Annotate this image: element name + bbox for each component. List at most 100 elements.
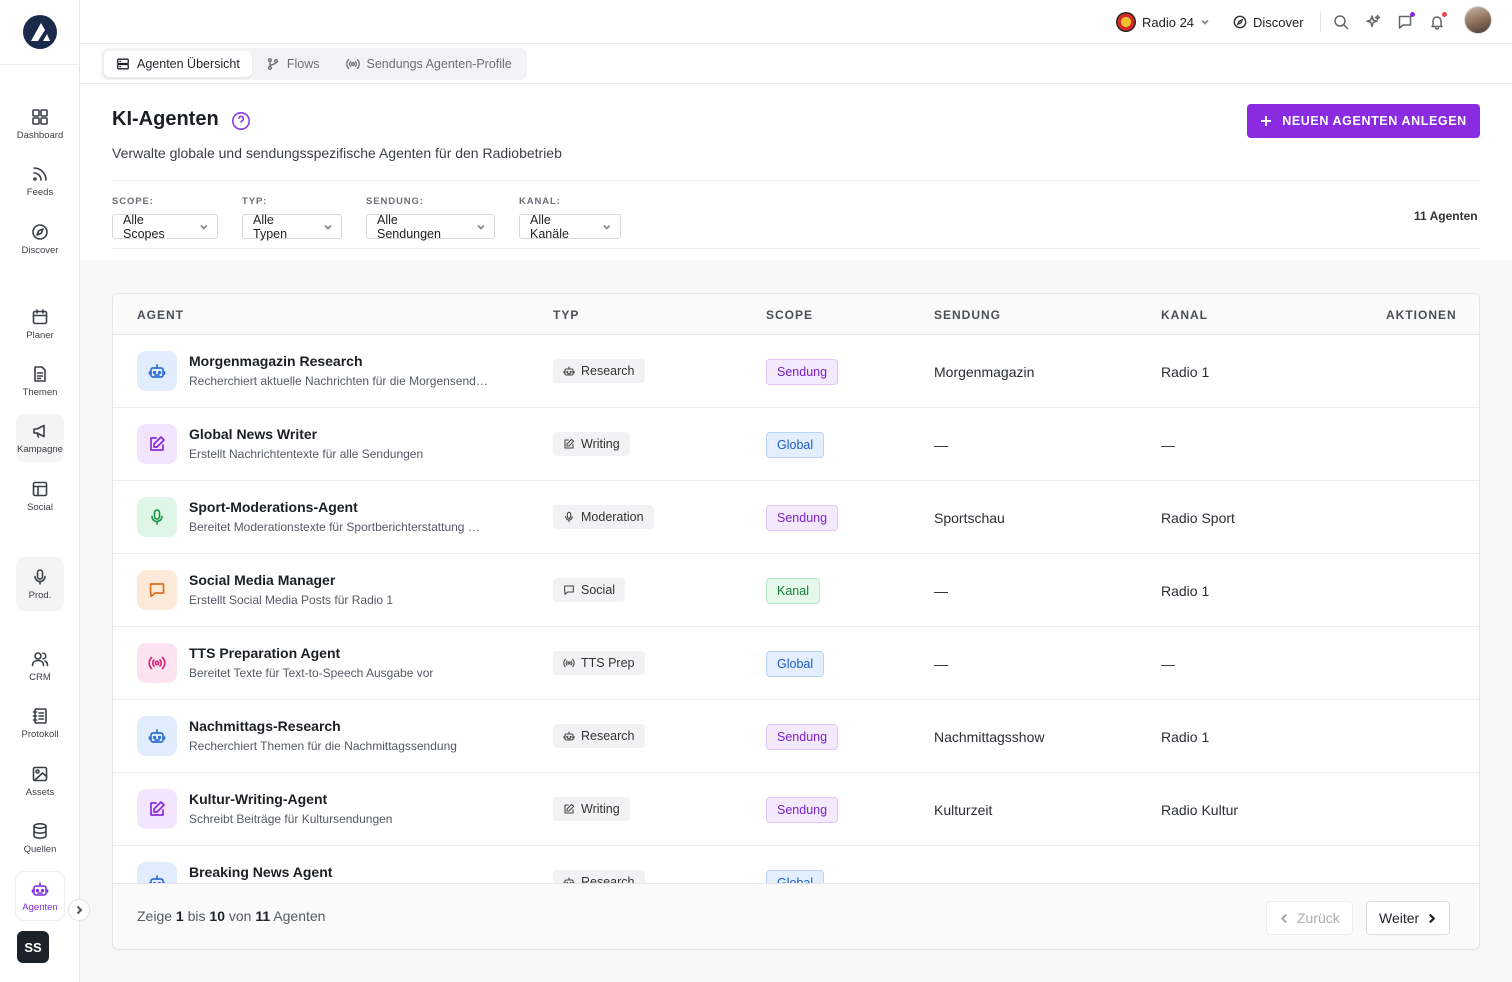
col-typ[interactable]: TYP: [553, 308, 580, 322]
tab-agenten-uebersicht[interactable]: Agenten Übersicht: [104, 51, 252, 77]
agent-avatar: [137, 497, 177, 537]
broadcast-icon: [345, 58, 360, 70]
messages-unread-dot: [1410, 12, 1415, 17]
table-row[interactable]: Kultur-Writing-Agent Schreibt Beiträge fü…: [113, 773, 1479, 846]
sidebar-item-planer[interactable]: Planer: [16, 300, 64, 348]
sidebar-item-prod[interactable]: Prod.: [16, 557, 64, 611]
sidebar-item-agenten[interactable]: Agenten: [16, 872, 64, 920]
megaphone-icon: [33, 424, 45, 438]
kanal-cell: Radio 1: [1161, 729, 1210, 745]
chevron-down-icon: [603, 224, 611, 230]
table-body: Morgenmagazin Research Recherchiert aktue…: [113, 335, 1479, 883]
user-initials-avatar[interactable]: SS: [17, 931, 49, 963]
ai-sparkle-button[interactable]: [1363, 12, 1383, 32]
pagination-suffix: Agenten: [273, 908, 326, 924]
filter-sendung-label: SENDUNG:: [366, 196, 424, 207]
app-logo[interactable]: [22, 14, 58, 50]
table-row[interactable]: Morgenmagazin Research Recherchiert aktue…: [113, 335, 1479, 408]
table-row[interactable]: Sport-Moderations-Agent Bereitet Moderati…: [113, 481, 1479, 554]
help-button[interactable]: [231, 111, 251, 131]
compass-icon: [32, 223, 48, 240]
topbar-divider: [1320, 12, 1321, 32]
station-selector[interactable]: Radio 24: [1116, 11, 1210, 33]
sidebar-item-discover[interactable]: Discover: [16, 215, 64, 263]
sidebar-item-label: Discover: [21, 244, 59, 256]
type-label: Research: [581, 875, 635, 883]
agent-name[interactable]: Social Media Manager: [189, 572, 336, 588]
edit-icon: [150, 436, 165, 451]
type-label: Social: [581, 583, 616, 597]
sendung-cell: —: [934, 583, 948, 599]
sidebar-item-assets[interactable]: Assets: [16, 757, 64, 805]
agent-avatar: [137, 716, 177, 756]
filter-typ-value: Alle Typen: [253, 212, 288, 241]
sidebar-item-social[interactable]: Social: [16, 472, 64, 520]
agent-name[interactable]: TTS Preparation Agent: [189, 645, 341, 661]
type-label: Research: [581, 364, 635, 378]
sidebar-item-themen[interactable]: Themen: [16, 357, 64, 405]
sidebar-item-crm[interactable]: CRM: [16, 642, 64, 690]
pagination-mid1: bis: [187, 908, 206, 924]
col-agent[interactable]: AGENT: [137, 308, 184, 322]
table-row[interactable]: Nachmittags-Research Recherchiert Themen …: [113, 700, 1479, 773]
previous-page-button[interactable]: Zurück: [1266, 901, 1353, 935]
edit-icon: [564, 438, 575, 449]
type-label: Research: [581, 729, 635, 743]
table-row[interactable]: TTS Preparation Agent Bereitet Texte für …: [113, 627, 1479, 700]
sidebar-collapse-toggle[interactable]: [68, 899, 90, 921]
messages-button[interactable]: [1395, 12, 1415, 32]
type-label: TTS Prep: [581, 656, 635, 670]
kanal-cell: Radio Sport: [1161, 510, 1235, 526]
agent-description: Recherchiert aktuelle Nachrichten für di…: [189, 374, 488, 388]
new-agent-button[interactable]: NEUEN AGENTEN ANLEGEN: [1247, 104, 1480, 138]
filter-kanal-label: KANAL:: [519, 196, 561, 207]
agent-description: Recherchiert Themen für die Nachmittagss…: [189, 739, 457, 753]
sidebar-item-kampagne[interactable]: Kampagne: [16, 414, 64, 462]
agent-name[interactable]: Sport-Moderations-Agent: [189, 499, 358, 515]
next-page-button[interactable]: Weiter: [1366, 901, 1451, 935]
sidebar-item-label: Themen: [22, 386, 58, 398]
chevron-right-icon: [76, 905, 83, 915]
agent-name[interactable]: Global News Writer: [189, 426, 318, 442]
type-chip: Writing: [553, 797, 630, 821]
table-row[interactable]: Breaking News Agent Research Global: [113, 846, 1479, 883]
col-aktionen: AKTIONEN: [1386, 308, 1457, 322]
table-row[interactable]: Global News Writer Erstellt Nachrichtente…: [113, 408, 1479, 481]
tab-flows[interactable]: Flows: [254, 51, 332, 77]
agent-description: Erstellt Nachrichtentexte für alle Sendu…: [189, 447, 424, 461]
agent-name[interactable]: Morgenmagazin Research: [189, 353, 363, 369]
sidebar-item-label: Feeds: [26, 186, 54, 198]
chat-icon: [149, 583, 165, 598]
agent-name[interactable]: Kultur-Writing-Agent: [189, 791, 328, 807]
agent-avatar: [137, 570, 177, 610]
user-avatar[interactable]: [1464, 6, 1492, 34]
filter-sendung-select[interactable]: Alle Sendungen: [366, 213, 495, 241]
discover-link[interactable]: Discover: [1233, 11, 1304, 33]
sidebar-item-quellen[interactable]: Quellen: [16, 814, 64, 862]
notifications-unread-dot: [1442, 12, 1447, 17]
sidebar-item-feeds[interactable]: Feeds: [16, 157, 64, 205]
col-scope[interactable]: SCOPE: [766, 308, 814, 322]
agent-description: Bereitet Texte für Text-to-Speech Ausgab…: [189, 666, 434, 680]
chevron-right-icon: [1429, 913, 1436, 923]
filter-typ-select[interactable]: Alle Typen: [242, 212, 342, 241]
sidebar-item-protokoll[interactable]: Protokoll: [16, 699, 64, 747]
agent-name[interactable]: Nachmittags-Research: [189, 718, 341, 734]
filter-divider: [112, 248, 1480, 249]
kanal-cell: Radio 1: [1161, 583, 1210, 599]
sidebar-item-dashboard[interactable]: Dashboard: [16, 100, 64, 148]
topbar: Radio 24 Discover: [80, 0, 1512, 44]
sidebar-item-label: Planer: [26, 329, 54, 341]
filter-scope-select[interactable]: Alle Scopes: [112, 213, 218, 241]
search-button[interactable]: [1331, 12, 1351, 32]
type-chip: Moderation: [553, 505, 654, 529]
table-row[interactable]: Social Media Manager Erstellt Social Medi…: [113, 554, 1479, 627]
filter-kanal-select[interactable]: Alle Kanäle: [519, 213, 621, 241]
scope-badge: Global: [766, 432, 825, 458]
notifications-button[interactable]: [1427, 12, 1447, 32]
col-sendung[interactable]: SENDUNG: [934, 308, 1002, 322]
agent-name[interactable]: Breaking News Agent: [189, 864, 333, 880]
col-kanal[interactable]: KANAL: [1161, 308, 1208, 322]
sidebar-item-label: Assets: [25, 786, 55, 798]
tab-sendungs-agenten-profile[interactable]: Sendungs Agenten-Profile: [334, 51, 524, 77]
